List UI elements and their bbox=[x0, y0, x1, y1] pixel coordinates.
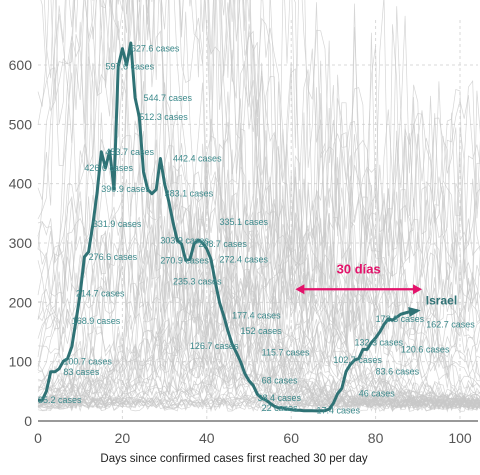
background-line bbox=[55, 0, 480, 400]
data-label: 272.4 cases bbox=[219, 254, 268, 264]
data-label: 132.3 cases bbox=[355, 338, 404, 348]
background-line bbox=[37, 60, 480, 392]
background-line bbox=[37, 131, 480, 401]
y-tick-label: 500 bbox=[9, 116, 33, 132]
data-label: 152 cases bbox=[241, 326, 283, 336]
annotation-arrowhead-left bbox=[295, 284, 305, 295]
data-label: 383.1 cases bbox=[165, 189, 214, 199]
data-label: 102.7 cases bbox=[333, 355, 382, 365]
data-label: 276.6 cases bbox=[89, 252, 138, 262]
background-line bbox=[37, 241, 480, 404]
x-tick-label: 80 bbox=[368, 430, 384, 446]
background-line bbox=[37, 275, 480, 395]
background-line bbox=[37, 159, 480, 396]
data-label: 46 cases bbox=[359, 389, 396, 399]
y-tick-label: 100 bbox=[9, 354, 33, 370]
data-label: 390.9 cases bbox=[101, 184, 150, 194]
data-label: 168.9 cases bbox=[72, 316, 121, 326]
data-label: 627.6 cases bbox=[131, 44, 180, 54]
y-tick-label: 300 bbox=[9, 235, 33, 251]
data-label: 68 cases bbox=[262, 376, 299, 386]
data-label: 214.7 cases bbox=[76, 289, 125, 299]
data-label: 597.6 cases bbox=[106, 61, 155, 71]
data-label: 331.9 cases bbox=[93, 219, 142, 229]
annotation-arrowhead-right bbox=[413, 284, 423, 295]
data-label: 126.7 cases bbox=[190, 341, 239, 351]
background-line bbox=[146, 0, 480, 409]
background-line bbox=[37, 80, 480, 409]
data-label: 83.6 cases bbox=[376, 366, 420, 376]
data-label: 270.9 cases bbox=[160, 255, 209, 265]
series-name-label: Israel bbox=[426, 294, 457, 308]
background-line bbox=[37, 0, 480, 408]
background-line bbox=[37, 210, 480, 404]
series-end-arrow bbox=[408, 306, 421, 317]
data-label: 426.6 cases bbox=[84, 163, 133, 173]
y-tick-label: 0 bbox=[24, 413, 32, 429]
background-line bbox=[37, 0, 480, 393]
data-label: 162.7 cases bbox=[426, 319, 475, 329]
annotation: 30 días bbox=[295, 261, 423, 295]
data-label: 17.4 cases bbox=[317, 406, 361, 416]
background-country-lines bbox=[37, 0, 480, 413]
data-label: 298.7 cases bbox=[198, 239, 247, 249]
x-tick-label: 60 bbox=[283, 430, 299, 446]
data-label: 115.7 cases bbox=[262, 347, 310, 357]
background-line bbox=[37, 277, 480, 408]
background-line bbox=[37, 109, 480, 405]
data-label: 83 cases bbox=[63, 367, 100, 377]
y-tick-label: 200 bbox=[9, 294, 33, 310]
y-tick-label: 600 bbox=[9, 57, 33, 73]
background-line bbox=[37, 194, 480, 409]
data-label: 172.3 cases bbox=[376, 314, 425, 324]
data-label: 22 cases bbox=[262, 403, 299, 413]
background-line bbox=[37, 146, 480, 405]
x-tick-label: 0 bbox=[34, 430, 42, 446]
background-line bbox=[37, 186, 480, 412]
data-label: 544.7 cases bbox=[144, 93, 193, 103]
x-tick-label: 40 bbox=[199, 430, 215, 446]
background-line bbox=[37, 0, 480, 410]
data-label: 35.2 cases bbox=[38, 395, 82, 405]
background-line bbox=[37, 97, 480, 411]
background-line bbox=[37, 0, 480, 408]
background-line bbox=[37, 257, 480, 389]
background-line bbox=[37, 0, 480, 412]
data-label: 120.6 cases bbox=[401, 344, 450, 354]
data-label: 235.3 cases bbox=[173, 276, 222, 286]
data-label: 335.1 cases bbox=[219, 217, 268, 227]
x-tick-label: 100 bbox=[448, 430, 472, 446]
x-tick-label: 20 bbox=[115, 430, 131, 446]
background-line bbox=[37, 379, 480, 413]
data-label: 453.7 cases bbox=[106, 147, 155, 157]
data-label: 442.4 cases bbox=[173, 154, 222, 164]
series-line-israel bbox=[37, 41, 419, 413]
data-label: 38.4 cases bbox=[257, 393, 301, 403]
background-line bbox=[37, 0, 480, 387]
background-line bbox=[37, 0, 480, 412]
y-tick-label: 400 bbox=[9, 176, 33, 192]
x-axis-label: Days since confirmed cases first reached… bbox=[100, 453, 367, 465]
data-label: 100.7 cases bbox=[63, 356, 112, 366]
data-label: 177.4 cases bbox=[232, 311, 281, 321]
data-label: 303.9 cases bbox=[160, 236, 209, 246]
background-line bbox=[37, 110, 480, 408]
data-label: 512.3 cases bbox=[139, 112, 188, 122]
axes: 0 100 200 300 400 500 600 0 20 40 60 80 100 bbox=[9, 57, 478, 446]
series-lines bbox=[37, 41, 421, 413]
annotation-label: 30 días bbox=[337, 261, 381, 276]
